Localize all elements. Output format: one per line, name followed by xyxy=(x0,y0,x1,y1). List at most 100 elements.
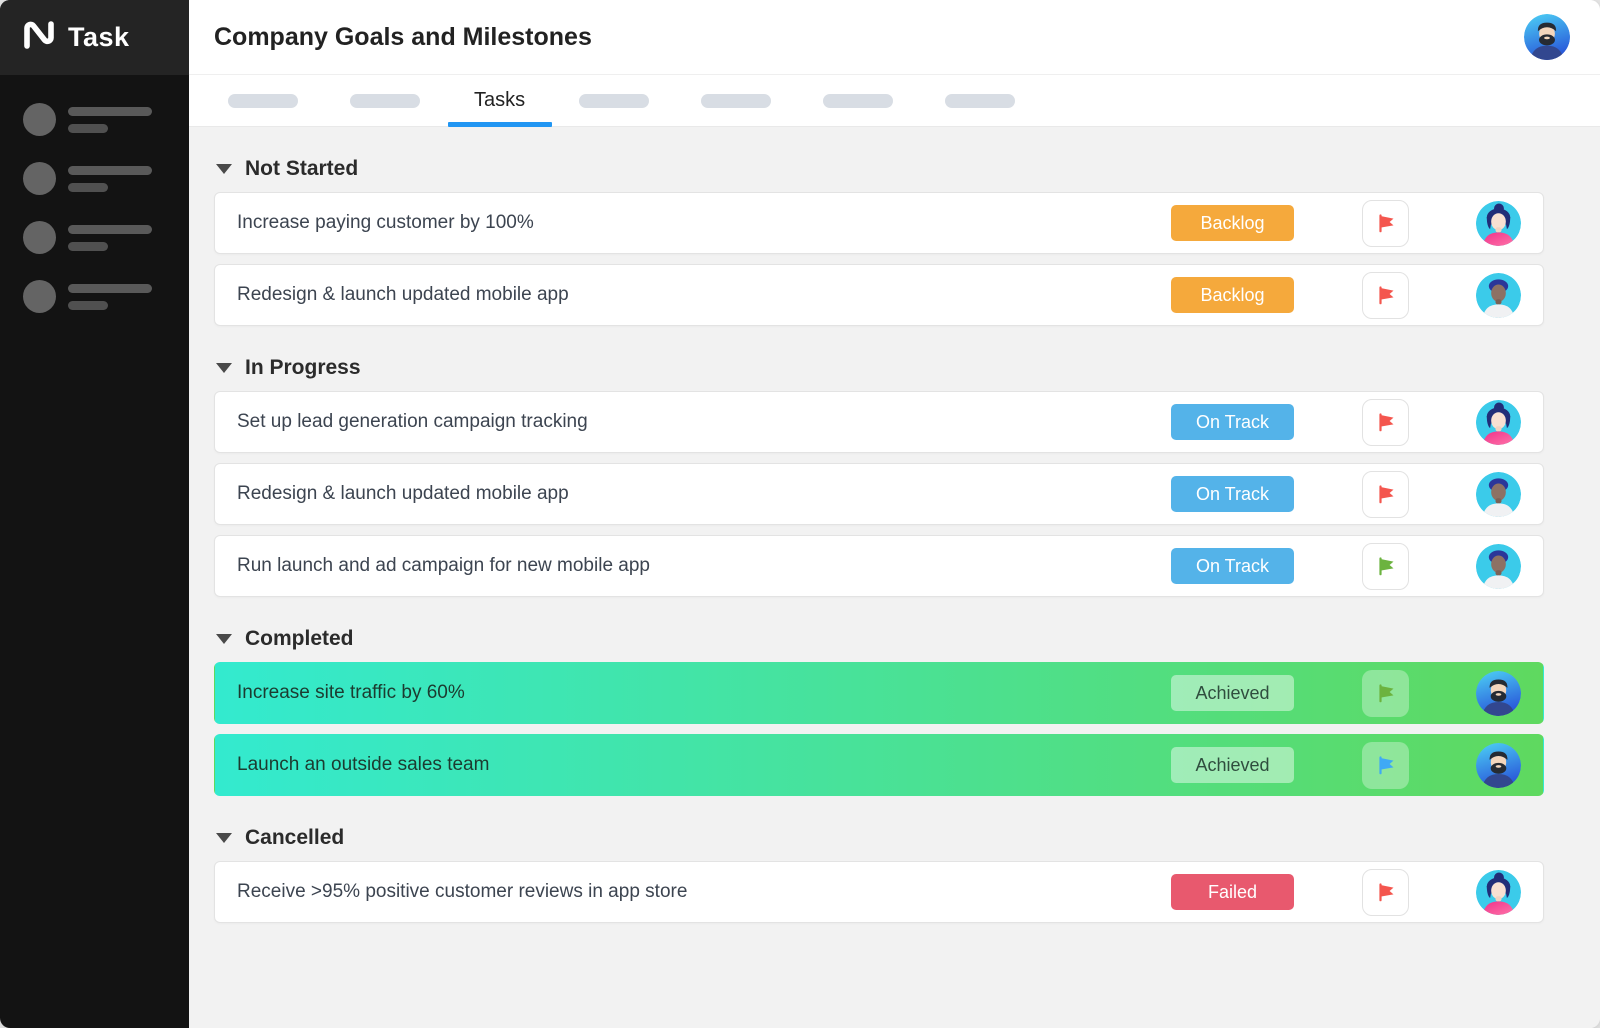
section-label: Cancelled xyxy=(245,826,345,849)
section-header[interactable]: Not Started xyxy=(216,157,1544,181)
task-title: Set up lead generation campaign tracking xyxy=(237,411,588,432)
sidebar-item-bar xyxy=(68,300,108,310)
main-area: Company Goals and Milestones Tasks Not S… xyxy=(189,0,1600,1028)
tab-placeholder[interactable] xyxy=(579,93,650,108)
sidebar-item-circle-placeholder xyxy=(23,221,56,254)
tab-placeholder[interactable] xyxy=(823,93,894,108)
task-row[interactable]: Redesign & launch updated mobile app On T… xyxy=(214,463,1544,525)
flag-button[interactable] xyxy=(1362,199,1409,247)
task-row[interactable]: Increase site traffic by 60% Achieved xyxy=(214,662,1544,724)
section-not-started: Not Started Increase paying customer by 1… xyxy=(214,157,1544,326)
task-title: Receive >95% positive customer reviews i… xyxy=(237,881,688,902)
tab-tasks-label: Tasks xyxy=(474,89,526,111)
section-in-progress: In Progress Set up lead generation campai… xyxy=(214,356,1544,597)
assignee-avatar[interactable] xyxy=(1476,869,1521,915)
tab-placeholder[interactable] xyxy=(350,93,420,108)
sidebar-item-circle-placeholder xyxy=(23,103,56,136)
flag-icon xyxy=(1375,555,1397,577)
status-badge[interactable]: Backlog xyxy=(1171,277,1294,313)
collapse-caret-icon[interactable] xyxy=(216,363,232,373)
flag-icon xyxy=(1375,881,1397,903)
tab-placeholder[interactable] xyxy=(701,93,772,108)
status-badge[interactable]: Achieved xyxy=(1171,675,1294,711)
flag-icon xyxy=(1375,754,1397,776)
flag-icon xyxy=(1375,284,1397,306)
task-row[interactable]: Set up lead generation campaign tracking… xyxy=(214,391,1544,453)
sidebar-item-circle-placeholder xyxy=(23,280,56,313)
task-title: Launch an outside sales team xyxy=(237,754,490,775)
sidebar-item-placeholder[interactable] xyxy=(0,280,189,313)
assignee-avatar[interactable] xyxy=(1476,742,1521,788)
sidebar: Task xyxy=(0,0,189,1028)
flag-button[interactable] xyxy=(1362,542,1409,590)
section-cancelled: Cancelled Receive >95% positive customer … xyxy=(214,826,1544,923)
assignee-avatar[interactable] xyxy=(1476,471,1521,517)
sidebar-item-bar xyxy=(68,106,152,116)
flag-button[interactable] xyxy=(1362,741,1409,789)
sidebar-item-placeholder[interactable] xyxy=(0,221,189,254)
section-label: Not Started xyxy=(245,157,359,180)
status-badge[interactable]: Achieved xyxy=(1171,747,1294,783)
section-completed: Completed Increase site traffic by 60% Ach… xyxy=(214,627,1544,796)
flag-icon xyxy=(1375,483,1397,505)
tab-tasks[interactable]: Tasks xyxy=(447,75,552,127)
collapse-caret-icon[interactable] xyxy=(216,833,232,843)
task-row[interactable]: Run launch and ad campaign for new mobil… xyxy=(214,535,1544,597)
task-title: Redesign & launch updated mobile app xyxy=(237,483,569,504)
page-title: Company Goals and Milestones xyxy=(214,22,592,51)
flag-button[interactable] xyxy=(1362,669,1409,717)
task-row[interactable]: Receive >95% positive customer reviews i… xyxy=(214,861,1544,923)
sidebar-menu xyxy=(0,75,189,339)
collapse-caret-icon[interactable] xyxy=(216,634,232,644)
sidebar-item-circle-placeholder xyxy=(23,162,56,195)
flag-button[interactable] xyxy=(1362,868,1409,916)
assignee-avatar[interactable] xyxy=(1476,200,1521,246)
sidebar-item-placeholder[interactable] xyxy=(0,103,189,136)
status-badge[interactable]: On Track xyxy=(1171,548,1294,584)
task-title: Redesign & launch updated mobile app xyxy=(237,284,569,305)
task-row[interactable]: Increase paying customer by 100% Backlog xyxy=(214,192,1544,254)
flag-icon xyxy=(1375,682,1397,704)
ntask-logo-icon xyxy=(20,18,58,57)
sidebar-item-bar xyxy=(68,283,152,293)
sidebar-item-bar xyxy=(68,165,152,175)
task-row[interactable]: Redesign & launch updated mobile app Back… xyxy=(214,264,1544,326)
status-badge[interactable]: On Track xyxy=(1171,404,1294,440)
assignee-avatar[interactable] xyxy=(1476,272,1521,318)
section-label: Completed xyxy=(245,627,354,650)
task-list-content: Not Started Increase paying customer by 1… xyxy=(189,127,1600,1028)
flag-button[interactable] xyxy=(1362,271,1409,319)
task-row[interactable]: Launch an outside sales team Achieved xyxy=(214,734,1544,796)
section-header[interactable]: Cancelled xyxy=(216,826,1544,850)
task-title: Run launch and ad campaign for new mobil… xyxy=(237,555,650,576)
task-title: Increase site traffic by 60% xyxy=(237,682,465,703)
section-header[interactable]: In Progress xyxy=(216,356,1544,380)
tab-bar: Tasks xyxy=(189,75,1600,127)
section-header[interactable]: Completed xyxy=(216,627,1544,651)
assignee-avatar[interactable] xyxy=(1476,399,1521,445)
tab-placeholder[interactable] xyxy=(945,93,1016,108)
sidebar-item-bar xyxy=(68,241,108,251)
flag-icon xyxy=(1375,212,1397,234)
section-label: In Progress xyxy=(245,356,361,379)
logo-area: Task xyxy=(0,0,189,75)
user-avatar[interactable] xyxy=(1524,14,1570,60)
assignee-avatar[interactable] xyxy=(1476,670,1521,716)
status-badge[interactable]: Backlog xyxy=(1171,205,1294,241)
task-title: Increase paying customer by 100% xyxy=(237,212,534,233)
tab-placeholder[interactable] xyxy=(228,93,298,108)
sidebar-item-placeholder[interactable] xyxy=(0,162,189,195)
status-badge[interactable]: Failed xyxy=(1171,874,1294,910)
logo-text: Task xyxy=(68,22,130,52)
sidebar-item-bar xyxy=(68,224,152,234)
flag-button[interactable] xyxy=(1362,398,1409,446)
page-header: Company Goals and Milestones xyxy=(189,0,1600,75)
flag-icon xyxy=(1375,411,1397,433)
assignee-avatar[interactable] xyxy=(1476,543,1521,589)
flag-button[interactable] xyxy=(1362,470,1409,518)
active-tab-underline xyxy=(447,121,552,127)
collapse-caret-icon[interactable] xyxy=(216,164,232,174)
sidebar-item-bar xyxy=(68,182,108,192)
status-badge[interactable]: On Track xyxy=(1171,476,1294,512)
